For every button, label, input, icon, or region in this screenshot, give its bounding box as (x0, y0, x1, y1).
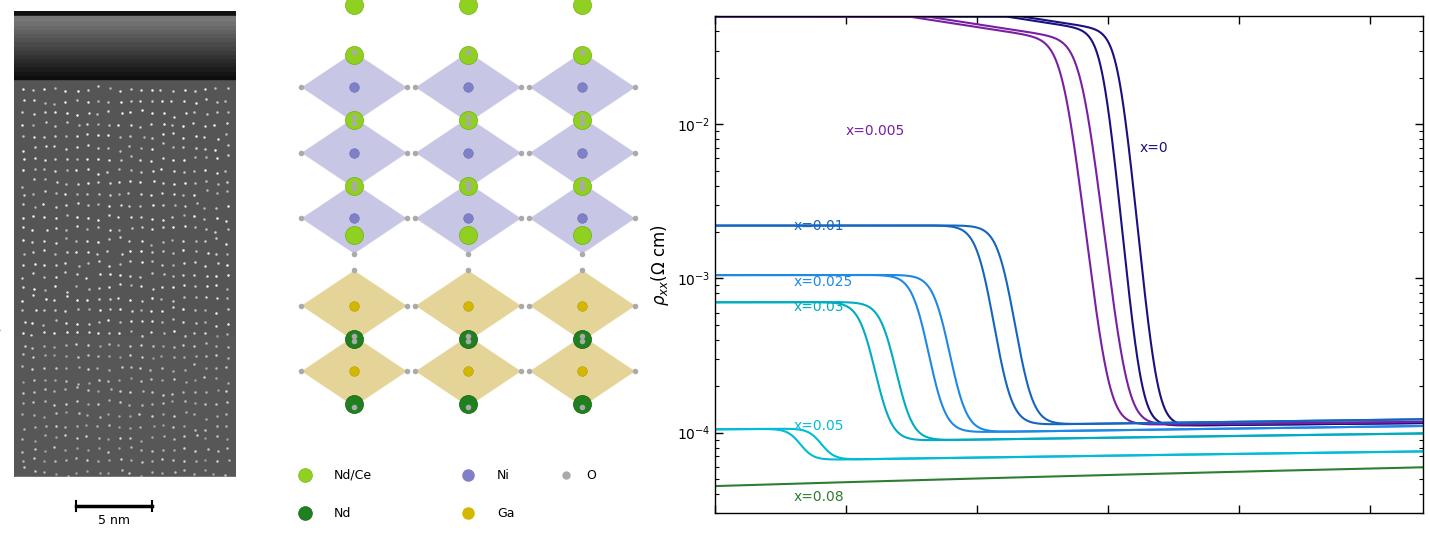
Polygon shape (415, 183, 522, 254)
Bar (14, 62, 236, 67)
Bar (14, 50, 236, 54)
Text: Nd: Nd (333, 507, 352, 520)
Polygon shape (302, 183, 408, 254)
Polygon shape (302, 52, 408, 123)
Text: x=0.025: x=0.025 (794, 275, 852, 289)
Bar (14, 58, 236, 62)
Bar (14, 477, 236, 535)
Text: 5 nm: 5 nm (99, 514, 130, 527)
Bar (14, 37, 236, 41)
Text: Ga: Ga (496, 507, 515, 520)
Bar (14, 336, 236, 535)
Text: x=0.08: x=0.08 (794, 490, 844, 505)
Bar (14, 29, 236, 33)
Text: O: O (586, 468, 596, 482)
Polygon shape (415, 52, 522, 123)
Bar (14, 45, 236, 50)
Polygon shape (529, 52, 635, 123)
Bar (14, 54, 236, 58)
Polygon shape (529, 336, 635, 407)
Text: Ni: Ni (496, 468, 509, 482)
Y-axis label: $\rho_{xx}(\Omega\ \mathrm{cm})$: $\rho_{xx}(\Omega\ \mathrm{cm})$ (649, 224, 671, 306)
Polygon shape (415, 336, 522, 407)
Polygon shape (529, 183, 635, 254)
Polygon shape (302, 270, 408, 341)
Text: x=0.005: x=0.005 (847, 124, 905, 138)
Polygon shape (415, 117, 522, 188)
Bar (14, 70, 236, 75)
Bar (14, 25, 236, 29)
Polygon shape (302, 117, 408, 188)
Polygon shape (529, 117, 635, 188)
Bar (14, 67, 236, 70)
Bar (14, 79, 236, 535)
Polygon shape (415, 270, 522, 341)
Bar (14, 20, 236, 25)
Bar (14, 75, 236, 79)
Bar (14, 11, 236, 79)
Bar (14, 33, 236, 37)
Bar (14, 41, 236, 45)
Text: x=0.03: x=0.03 (794, 300, 844, 314)
Polygon shape (529, 270, 635, 341)
Polygon shape (302, 336, 408, 407)
Text: x=0: x=0 (1140, 141, 1168, 155)
Text: x=0.05: x=0.05 (794, 419, 844, 433)
Text: Nd/Ce: Nd/Ce (333, 468, 372, 482)
Text: x=0.01: x=0.01 (794, 218, 844, 233)
Bar (14, 16, 236, 20)
